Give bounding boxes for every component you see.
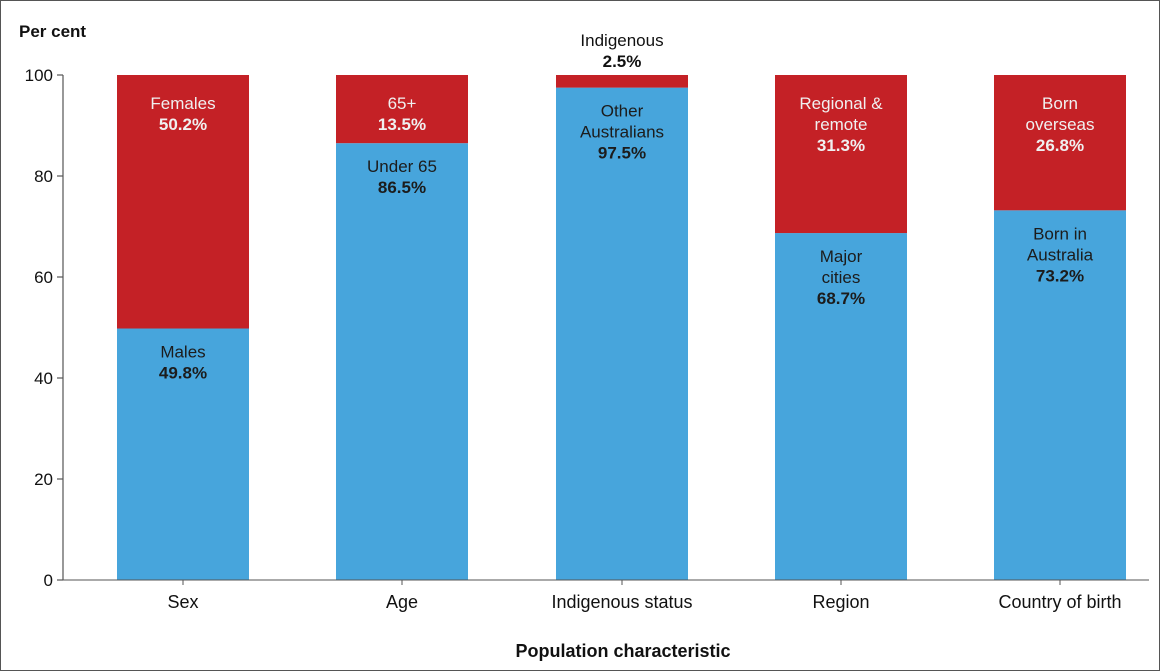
bar-label-bottom: Major bbox=[820, 247, 863, 266]
bar-label-bottom: Australia bbox=[1027, 245, 1094, 264]
bar-value-top: 13.5% bbox=[378, 115, 426, 134]
bar-value-top: 50.2% bbox=[159, 115, 207, 134]
y-tick-label: 80 bbox=[34, 167, 53, 186]
bar-label-top: Regional & bbox=[799, 94, 883, 113]
x-tick-labels: Sex Age Indigenous status Region Country of … bbox=[167, 580, 1122, 612]
bar-value-top: 31.3% bbox=[817, 136, 865, 155]
bar-label-bottom: Australians bbox=[580, 123, 664, 142]
bar-value-bottom: 49.8% bbox=[159, 364, 207, 383]
bar-label-bottom: cities bbox=[822, 268, 861, 287]
bar-label-bottom: Under 65 bbox=[367, 157, 437, 176]
y-axis bbox=[62, 75, 1149, 581]
bar-value-bottom: 97.5% bbox=[598, 144, 646, 163]
x-axis-title: Population characteristic bbox=[515, 641, 730, 661]
x-tick-label: Region bbox=[812, 592, 869, 612]
bar-value-bottom: 68.7% bbox=[817, 289, 865, 308]
x-tick-label: Country of birth bbox=[998, 592, 1121, 612]
x-tick-label: Sex bbox=[167, 592, 198, 612]
bar-label-top: Indigenous bbox=[580, 31, 663, 50]
y-tick-label: 100 bbox=[25, 66, 53, 85]
y-tick-label: 20 bbox=[34, 470, 53, 489]
x-tick-label: Age bbox=[386, 592, 418, 612]
bar-segment-top bbox=[556, 75, 688, 88]
bar-value-top: 26.8% bbox=[1036, 136, 1084, 155]
bar-value-bottom: 73.2% bbox=[1036, 266, 1084, 285]
bar-value-bottom: 86.5% bbox=[378, 178, 426, 197]
bar-segment-top bbox=[336, 75, 468, 144]
bars-layer bbox=[117, 75, 1126, 581]
bar-label-top: 65+ bbox=[388, 94, 417, 113]
y-ticks: 0 20 40 60 80 100 bbox=[25, 66, 63, 590]
bar-segment-top bbox=[994, 75, 1126, 211]
bar-segment-top bbox=[117, 75, 249, 329]
bar-label-bottom: Other bbox=[601, 102, 644, 121]
y-tick-label: 40 bbox=[34, 369, 53, 388]
bar-label-top: Females bbox=[150, 94, 215, 113]
x-tick-label: Indigenous status bbox=[551, 592, 692, 612]
bar-segment-bottom bbox=[336, 143, 468, 581]
bar-segment-bottom bbox=[556, 87, 688, 580]
bar-label-top: Born bbox=[1042, 94, 1078, 113]
bar-segment-bottom bbox=[117, 328, 249, 580]
bar-segment-top bbox=[775, 75, 907, 234]
y-tick-label: 0 bbox=[44, 571, 53, 590]
bar-label-top: overseas bbox=[1026, 115, 1095, 134]
bar-label-bottom: Males bbox=[160, 343, 205, 362]
y-axis-title: Per cent bbox=[19, 22, 86, 41]
data-labels: Males 49.8% Females 50.2% Under 65 86.5% 65+ 13… bbox=[150, 31, 1094, 383]
bar-segment-bottom bbox=[775, 233, 907, 580]
bar-segment-bottom bbox=[994, 210, 1126, 580]
bar-label-bottom: Born in bbox=[1033, 224, 1087, 243]
bar-label-top: remote bbox=[815, 115, 868, 134]
y-tick-label: 60 bbox=[34, 268, 53, 287]
bar-value-top: 2.5% bbox=[603, 52, 642, 71]
